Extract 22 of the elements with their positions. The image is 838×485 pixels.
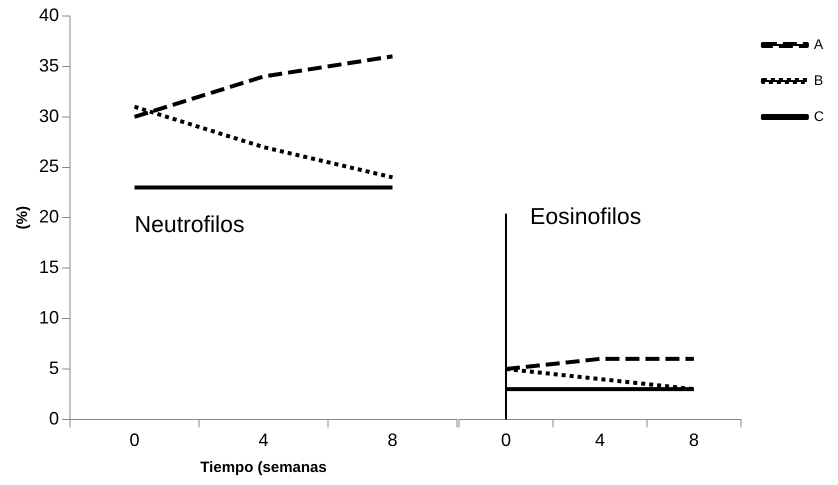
- x-tick-label: 4: [258, 430, 269, 450]
- y-tick-label: 10: [38, 308, 60, 328]
- annotation: Eosinofilos: [530, 203, 642, 230]
- x-tick-label: 0: [500, 430, 511, 450]
- y-tick-label: 30: [38, 106, 60, 126]
- y-axis-title: (%): [14, 206, 32, 230]
- legend-label: C: [814, 108, 824, 124]
- x-tick-label: 8: [688, 430, 699, 450]
- y-tick-label: 25: [38, 156, 60, 176]
- annotation: Neutrofilos: [134, 211, 244, 238]
- y-tick-label: 15: [38, 257, 60, 278]
- y-tick-label: 20: [38, 206, 60, 227]
- y-tick-label: 5: [49, 358, 60, 378]
- y-tick-label: 35: [38, 55, 60, 76]
- x-tick-label: 0: [130, 430, 140, 450]
- x-tick-label: 4: [594, 430, 605, 450]
- legend-label: A: [814, 36, 824, 52]
- y-tick-label: 40: [38, 4, 60, 25]
- x-axis-title: Tiempo (semanas: [200, 459, 327, 476]
- x-tick-label: 8: [387, 430, 398, 450]
- legend-label: B: [814, 72, 824, 88]
- y-tick-label: 0: [49, 408, 60, 428]
